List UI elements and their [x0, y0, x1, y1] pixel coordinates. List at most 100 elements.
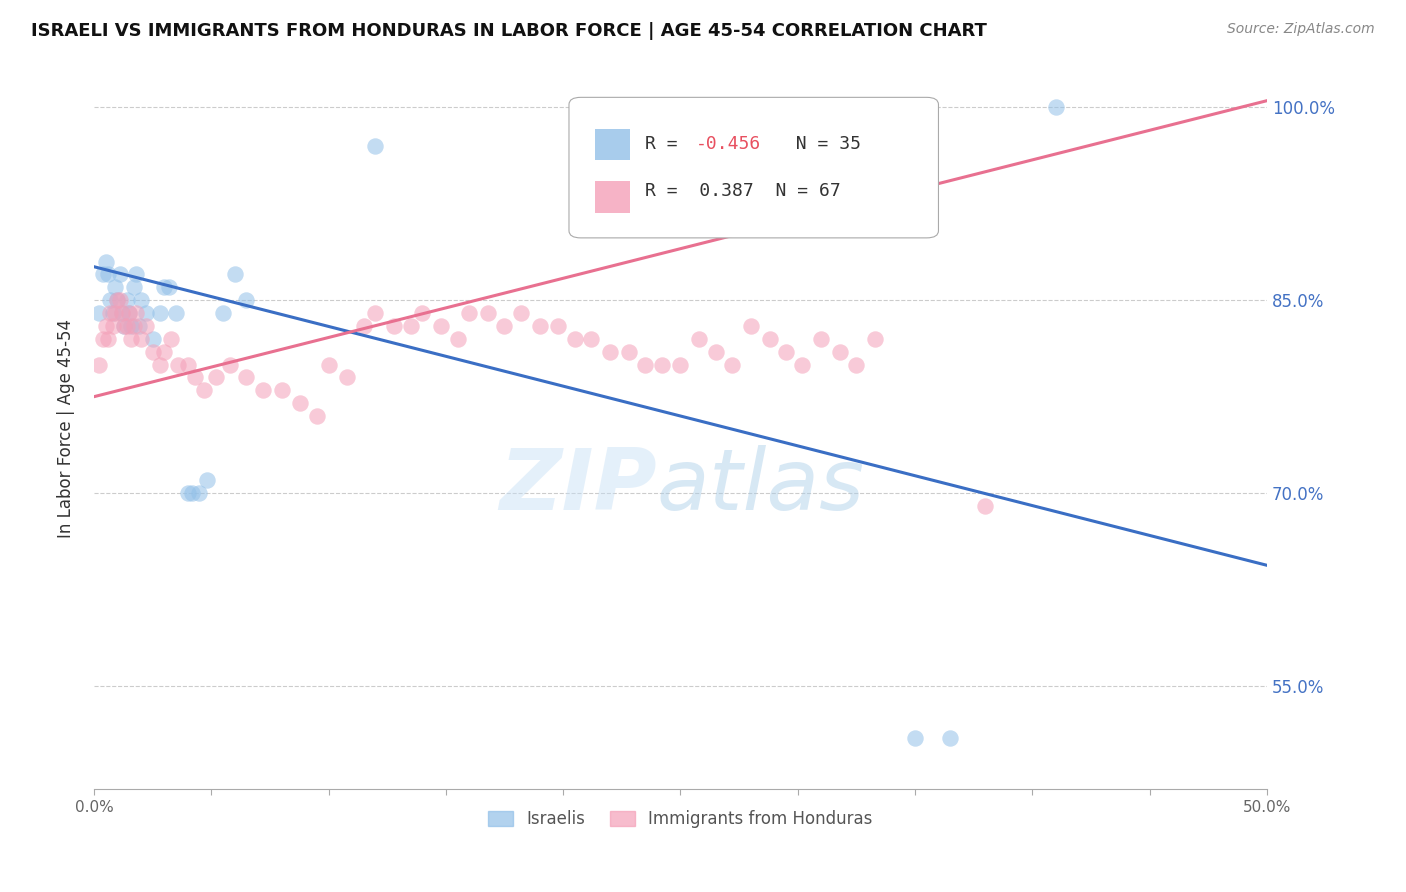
Point [165, 306, 187, 320]
Point [290, 396, 312, 410]
Point [828, 344, 851, 359]
Point [195, 474, 218, 488]
Point [617, 344, 640, 359]
Point [122, 318, 145, 333]
Point [758, 332, 780, 346]
Point [112, 318, 135, 333]
Point [704, 344, 727, 359]
Point [509, 306, 531, 320]
Point [142, 332, 165, 346]
Point [135, 318, 157, 333]
Point [974, 499, 997, 513]
Point [129, 293, 152, 308]
Point [219, 358, 242, 372]
Point [547, 318, 569, 333]
Point [430, 318, 453, 333]
Text: ISRAELI VS IMMIGRANTS FROM HONDURAS IN LABOR FORCE | AGE 45-54 CORRELATION CHART: ISRAELI VS IMMIGRANTS FROM HONDURAS IN L… [31, 22, 987, 40]
Point [669, 358, 692, 372]
Point [651, 358, 673, 372]
Point [87, 358, 110, 372]
Point [98, 293, 121, 308]
Legend: Israelis, Immigrants from Honduras: Israelis, Immigrants from Honduras [481, 804, 880, 835]
Point [115, 293, 138, 308]
Point [581, 332, 603, 346]
Point [721, 358, 744, 372]
Point [104, 306, 127, 320]
Point [740, 318, 762, 333]
Point [939, 731, 962, 745]
Point [205, 370, 228, 384]
Point [91, 268, 114, 282]
Point [105, 293, 128, 308]
Point [184, 370, 207, 384]
Point [904, 731, 927, 745]
Point [252, 384, 274, 398]
Y-axis label: In Labor Force | Age 45-54: In Labor Force | Age 45-54 [58, 319, 75, 539]
Point [167, 358, 190, 372]
Point [104, 280, 127, 294]
Point [129, 332, 152, 346]
Point [1045, 100, 1067, 114]
Point [792, 358, 814, 372]
Point [111, 306, 134, 320]
Point [318, 358, 340, 372]
Point [382, 318, 405, 333]
Point [118, 306, 141, 320]
Point [135, 306, 157, 320]
Point [128, 318, 150, 333]
Point [599, 344, 621, 359]
Point [108, 268, 131, 282]
Point [336, 370, 359, 384]
Text: atlas: atlas [657, 445, 865, 528]
Point [121, 318, 143, 333]
Point [458, 306, 481, 320]
Point [105, 293, 128, 308]
Point [529, 318, 551, 333]
Point [845, 358, 868, 372]
Point [94, 254, 117, 268]
Point [149, 358, 172, 372]
Point [364, 138, 387, 153]
Point [235, 293, 257, 308]
Bar [595, 181, 630, 212]
Point [235, 370, 257, 384]
Point [118, 306, 141, 320]
Point [108, 293, 131, 308]
Point [112, 318, 135, 333]
Point [101, 318, 124, 333]
Point [153, 344, 176, 359]
Point [160, 332, 183, 346]
Point [212, 306, 235, 320]
Point [188, 486, 211, 500]
Point [494, 318, 516, 333]
Point [446, 332, 468, 346]
FancyBboxPatch shape [569, 97, 938, 238]
Point [91, 332, 114, 346]
Text: -0.456: -0.456 [696, 136, 761, 153]
Text: ZIP: ZIP [499, 445, 657, 528]
Point [863, 332, 886, 346]
Point [564, 332, 586, 346]
Point [125, 306, 148, 320]
Text: R =  0.387  N = 67: R = 0.387 N = 67 [645, 182, 841, 200]
Point [121, 332, 143, 346]
Point [98, 306, 121, 320]
Point [94, 318, 117, 333]
Point [224, 268, 246, 282]
Text: Source: ZipAtlas.com: Source: ZipAtlas.com [1227, 22, 1375, 37]
Point [364, 306, 387, 320]
Point [688, 332, 710, 346]
Point [305, 409, 328, 423]
Text: R =: R = [645, 136, 689, 153]
Point [399, 318, 422, 333]
Point [87, 306, 110, 320]
Point [101, 306, 124, 320]
Point [149, 306, 172, 320]
Point [411, 306, 433, 320]
Point [177, 358, 200, 372]
Point [125, 268, 148, 282]
Point [477, 306, 499, 320]
Text: N = 35: N = 35 [775, 136, 862, 153]
Point [142, 344, 165, 359]
Point [353, 318, 375, 333]
